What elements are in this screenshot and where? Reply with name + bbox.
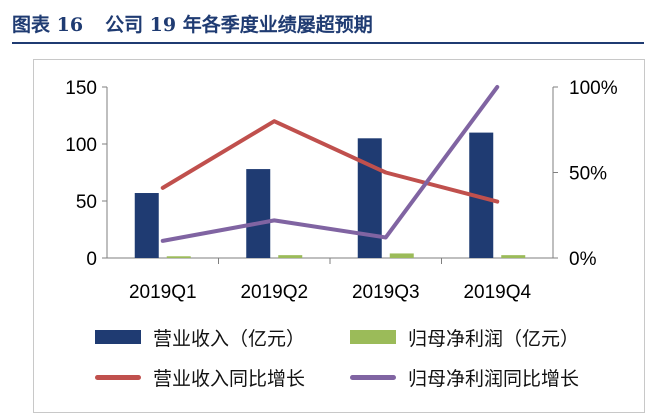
figure-title: 图表 16 公司 19 年各季度业绩屡超预期: [12, 10, 642, 40]
bar-net-profit: [278, 255, 303, 258]
line-revenue-yoy: [160, 119, 500, 204]
legend-swatch-revenue-yoy: [95, 374, 141, 380]
legend-label-revenue-yoy: 营业收入同比增长: [153, 367, 306, 390]
legend-label-net-profit-yoy: 归母净利润同比增长: [408, 367, 580, 390]
x-tick-label: 2019Q4: [463, 282, 531, 303]
y-left-tick-label: 100: [65, 135, 97, 156]
legend-label-revenue: 营业收入（亿元）: [153, 327, 306, 350]
bar-revenue: [134, 193, 159, 258]
legend-item-net-profit-yoy: 归母净利润同比增长: [350, 362, 579, 392]
legend-row-1: 营业收入（亿元） 归母净利润（亿元）: [95, 322, 635, 362]
x-tick-label: 2019Q3: [352, 282, 420, 303]
line-net-profit-yoy: [160, 85, 500, 243]
x-tick-label: 2019Q1: [129, 282, 197, 303]
figure-label: 图表 16: [12, 14, 84, 36]
legend-row-2: 营业收入同比增长 归母净利润同比增长: [95, 362, 635, 402]
y-left-tick-label: 150: [65, 78, 97, 99]
bar-net-profit: [389, 253, 414, 258]
bar-revenue: [357, 138, 382, 258]
legend-swatch-net-profit-yoy: [350, 374, 396, 380]
legend: 营业收入（亿元） 归母净利润（亿元） 营业收入同比增长 归母净利润同比增长: [95, 322, 635, 402]
y-right-tick-label: 50%: [569, 164, 607, 185]
legend-item-net-profit: 归母净利润（亿元）: [350, 322, 579, 352]
chart-panel: [33, 59, 645, 413]
legend-swatch-revenue: [95, 330, 141, 344]
figure-title-text: 公司 19 年各季度业绩屡超预期: [105, 14, 373, 36]
legend-item-revenue: 营业收入（亿元）: [95, 322, 305, 352]
legend-item-revenue-yoy: 营业收入同比增长: [95, 362, 305, 392]
y-right-tick-label: 0%: [569, 249, 597, 270]
bar-net-profit: [166, 256, 191, 258]
legend-label-net-profit: 归母净利润（亿元）: [408, 327, 580, 350]
y-left-tick-label: 0: [86, 249, 97, 270]
bar-net-profit: [501, 255, 526, 258]
x-tick-label: 2019Q2: [240, 282, 308, 303]
y-right-tick-label: 100%: [569, 78, 618, 99]
title-rule: [12, 42, 644, 44]
y-left-tick-label: 50: [76, 192, 97, 213]
legend-swatch-net-profit: [350, 330, 396, 344]
bar-revenue: [246, 169, 271, 258]
